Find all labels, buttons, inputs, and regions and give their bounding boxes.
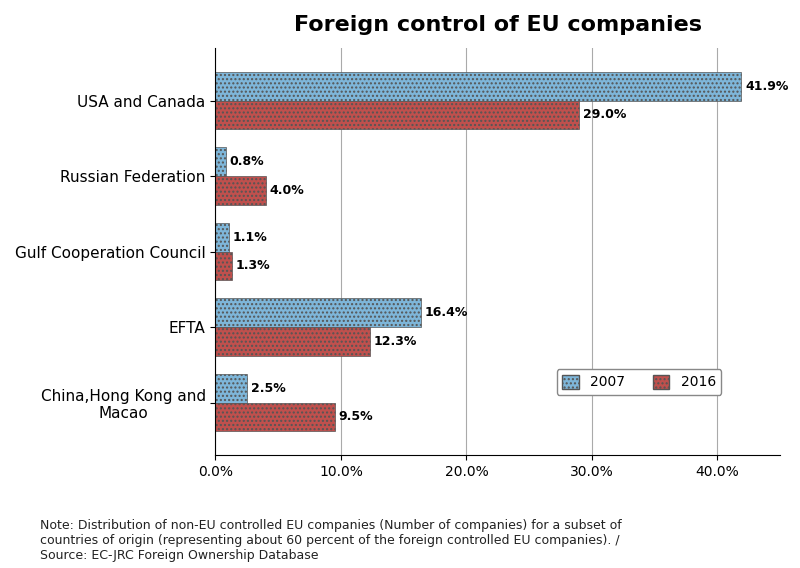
Text: 16.4%: 16.4% [425,306,469,319]
Bar [215,147,226,176]
Bar [215,176,266,204]
Text: 12.3%: 12.3% [374,335,417,348]
Text: 29.0%: 29.0% [583,108,626,122]
Text: Note: Distribution of non-EU controlled EU companies (Number of companies) for a: Note: Distribution of non-EU controlled … [40,519,622,562]
Text: 0.8%: 0.8% [230,155,264,168]
Bar [215,374,247,403]
Text: 41.9%: 41.9% [745,80,789,93]
Legend: 2007, 2016: 2007, 2016 [557,369,722,395]
Bar [215,403,334,431]
Title: Foreign control of EU companies: Foreign control of EU companies [294,15,702,35]
Text: 1.1%: 1.1% [233,231,268,244]
Bar [215,327,370,356]
Text: 1.3%: 1.3% [235,260,270,273]
Text: 9.5%: 9.5% [338,411,373,423]
Bar [215,101,579,130]
Text: 4.0%: 4.0% [270,184,304,197]
Bar [215,252,232,280]
Bar [215,72,742,101]
Bar [215,298,422,327]
Bar [215,223,230,252]
Text: 2.5%: 2.5% [250,382,286,395]
